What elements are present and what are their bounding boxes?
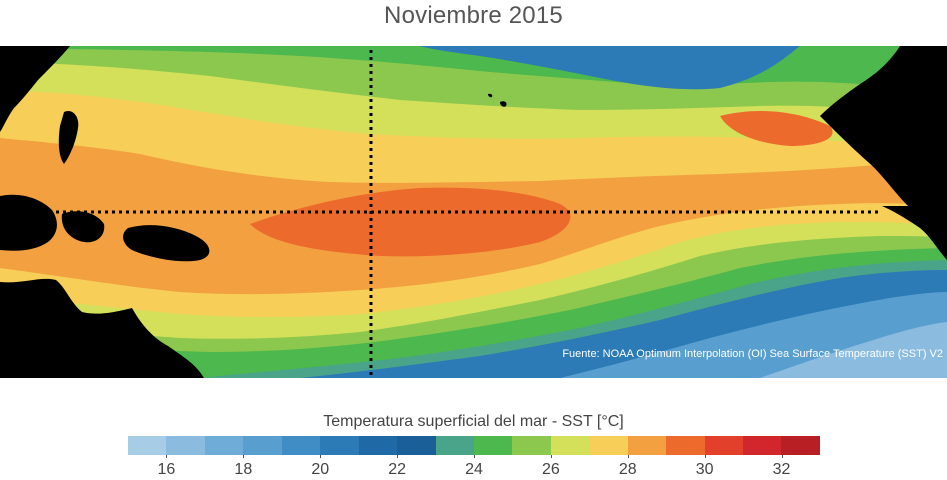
legend-tick — [550, 455, 552, 458]
legend-bin — [627, 436, 667, 455]
legend-bin — [243, 436, 282, 455]
legend-tick-label: 20 — [311, 461, 330, 478]
legend-bin — [320, 436, 359, 455]
legend-bin — [435, 436, 474, 455]
legend-bin — [781, 436, 820, 455]
legend-tick-label: 28 — [618, 461, 637, 478]
legend-bin — [128, 436, 167, 455]
land-philippines — [58, 110, 79, 164]
legend-tick — [397, 455, 399, 458]
land-asia — [0, 46, 70, 132]
legend-bin — [204, 436, 244, 455]
legend-tick — [627, 455, 629, 458]
sst-band-north-blue — [420, 46, 800, 90]
sst-warm-pool-orange-red — [250, 187, 571, 257]
legend-tick — [474, 455, 475, 458]
sst-map: Fuente: NOAA Optimum Interpolation (OI) … — [0, 46, 947, 378]
legend-bin — [473, 436, 513, 455]
legend-tick-label: 30 — [695, 461, 714, 478]
land-south-america — [882, 206, 947, 260]
legend-bin — [512, 436, 551, 455]
source-note: Fuente: NOAA Optimum Interpolation (OI) … — [562, 348, 943, 360]
legend-bin — [358, 436, 398, 455]
legend-bin — [550, 436, 590, 455]
land-central-america — [820, 46, 947, 206]
legend-tick-label: 22 — [388, 461, 406, 478]
legend-bin — [397, 436, 436, 455]
legend-bin — [704, 436, 743, 455]
legend-tick-label: 26 — [541, 461, 560, 478]
legend-tick-label: 18 — [234, 461, 253, 478]
legend-tick — [243, 455, 245, 458]
sst-east-warm-red — [720, 111, 833, 146]
legend-bin — [666, 436, 705, 455]
land-maritime-continent — [0, 194, 210, 262]
sst-map-svg — [0, 46, 947, 378]
legend-bin — [589, 436, 628, 455]
land-hawaii — [488, 93, 507, 107]
legend-tick-label: 16 — [157, 461, 176, 478]
legend-tick-label: 24 — [465, 461, 483, 478]
legend-bin — [281, 436, 321, 455]
legend-tick — [166, 455, 168, 458]
legend-tick — [704, 455, 706, 458]
legend-bin — [743, 436, 782, 455]
land-australia — [0, 278, 204, 378]
legend-bin — [166, 436, 205, 455]
legend-tick-label: 32 — [772, 461, 791, 478]
map-title: Noviembre 2015 — [384, 2, 563, 29]
legend-tick — [320, 455, 322, 458]
legend-ticks — [128, 455, 820, 459]
legend-title: Temperatura superficial del mar - SST [°… — [323, 413, 624, 430]
legend-colorbar — [128, 436, 820, 455]
legend-tick — [781, 455, 783, 458]
sst-band-south-light-blue — [760, 322, 947, 378]
